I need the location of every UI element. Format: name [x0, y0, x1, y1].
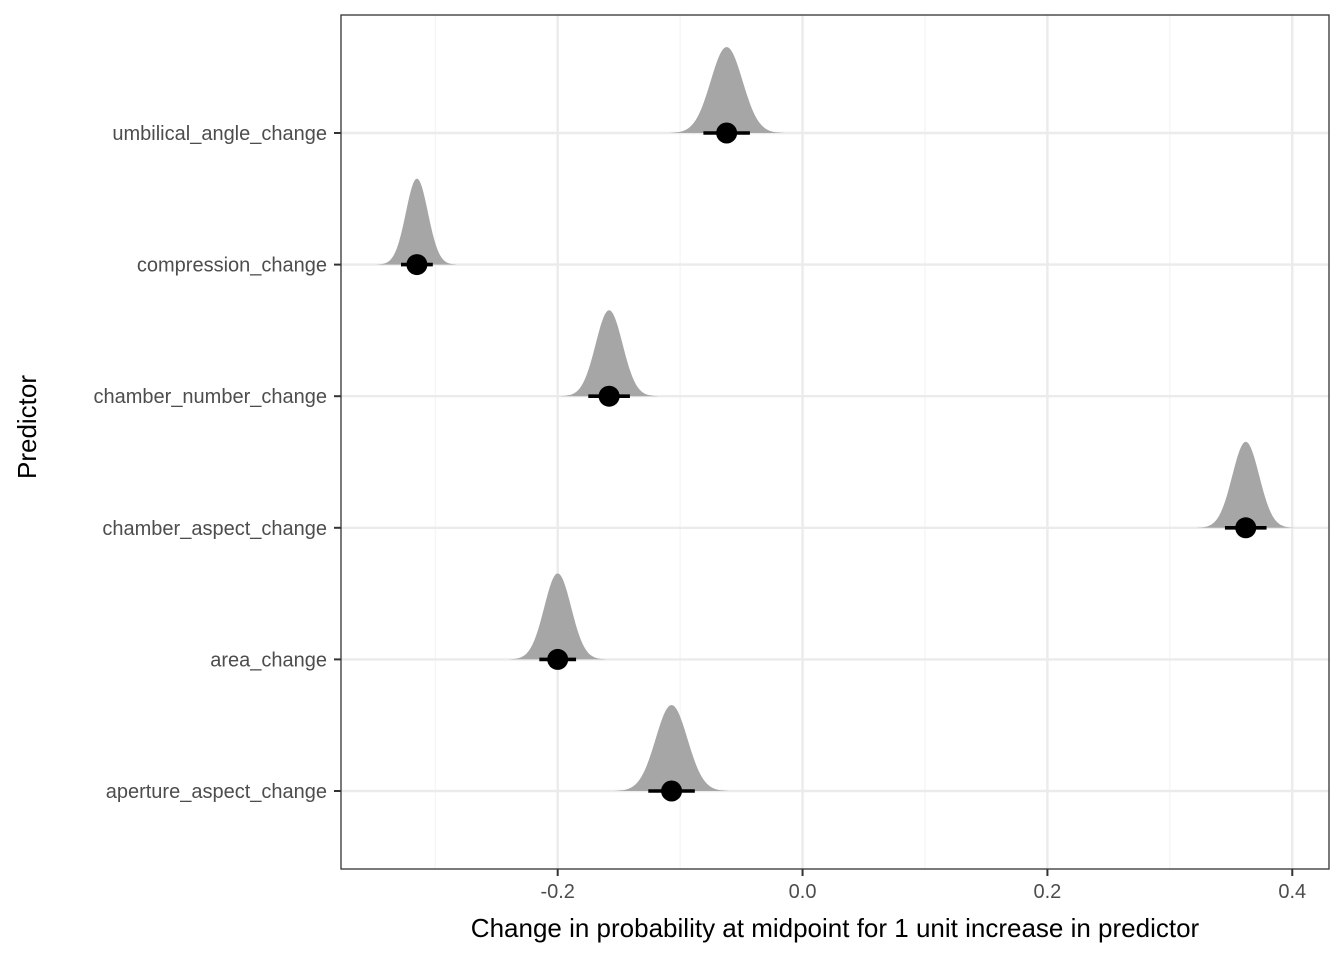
y-tick-label: area_change	[210, 649, 327, 671]
x-tick-label: 0.2	[1034, 881, 1062, 903]
point-chamber_number_change	[598, 385, 620, 407]
y-tick-label: umbilical_angle_change	[112, 123, 327, 145]
y-tick-label: aperture_aspect_change	[106, 781, 327, 803]
x-tick-label: 0.4	[1278, 881, 1306, 903]
point-layer	[406, 122, 1257, 802]
major-gridlines	[341, 15, 1329, 869]
density-chamber_number_change	[560, 310, 658, 397]
point-chamber_aspect_change	[1235, 517, 1257, 539]
plot-panel	[341, 15, 1329, 869]
point-aperture_aspect_change	[661, 780, 683, 802]
density-umbilical_angle_change	[669, 47, 784, 133]
x-tick-label: 0.0	[789, 881, 817, 903]
density-chamber_aspect_change	[1197, 441, 1295, 528]
point-compression_change	[406, 254, 428, 276]
point-area_change	[547, 648, 569, 670]
y-tick-label: chamber_aspect_change	[102, 518, 327, 540]
y-tick-label: chamber_number_change	[94, 386, 328, 408]
density-layer	[377, 47, 1295, 791]
density-aperture_aspect_change	[614, 705, 729, 791]
density-compression_change	[377, 178, 457, 265]
panel-border	[340, 14, 1330, 870]
y-tick-label: compression_change	[137, 255, 327, 277]
y-axis-title: Predictor	[12, 375, 42, 479]
x-axis-title: Change in probability at midpoint for 1 …	[471, 913, 1200, 943]
y-axis: umbilical_angle_change compression_change…	[94, 123, 341, 803]
point-umbilical_angle_change	[716, 122, 738, 144]
minor-gridlines	[434, 15, 1171, 869]
x-axis: -0.2 0.0 0.2 0.4	[540, 869, 1306, 903]
x-tick-label: -0.2	[540, 881, 574, 903]
density-area_change	[509, 573, 607, 660]
